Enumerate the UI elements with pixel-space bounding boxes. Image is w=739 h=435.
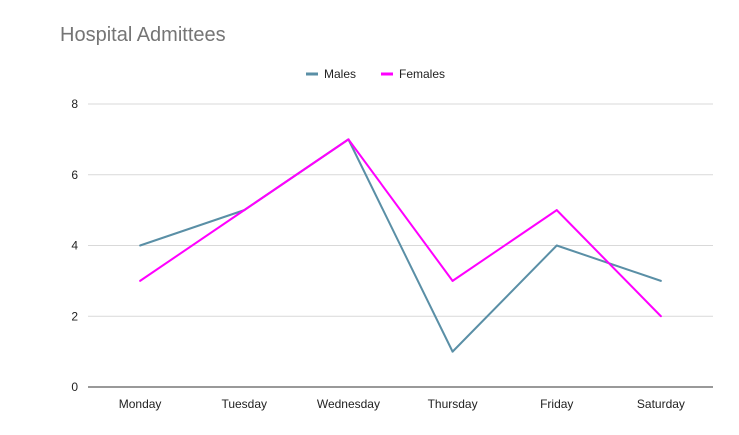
data-point-males xyxy=(451,350,454,353)
x-tick-label: Friday xyxy=(540,397,573,411)
data-point-males xyxy=(659,279,662,282)
data-point-females xyxy=(139,279,142,282)
data-point-males xyxy=(139,244,142,247)
legend-label: Males xyxy=(324,67,356,81)
data-point-females xyxy=(555,209,558,212)
chart-title: Hospital Admittees xyxy=(60,24,226,46)
x-tick-label: Wednesday xyxy=(317,397,380,411)
x-tick-label: Saturday xyxy=(637,397,685,411)
y-tick-label: 6 xyxy=(71,168,78,182)
data-point-females xyxy=(243,209,246,212)
x-tick-label: Thursday xyxy=(428,397,478,411)
x-tick-label: Monday xyxy=(119,397,162,411)
y-tick-label: 0 xyxy=(71,380,78,394)
legend-item-females[interactable]: Females xyxy=(381,67,445,81)
data-point-females xyxy=(451,279,454,282)
y-tick-label: 8 xyxy=(71,97,78,111)
series-lines xyxy=(139,138,662,353)
series-line-males xyxy=(139,138,662,353)
data-point-males xyxy=(555,244,558,247)
y-tick-label: 4 xyxy=(71,239,78,253)
y-tick-label: 2 xyxy=(71,309,78,323)
data-point-females xyxy=(659,315,662,318)
series-line-females xyxy=(139,138,662,317)
legend-label: Females xyxy=(399,67,445,81)
data-point-females xyxy=(347,138,350,141)
x-tick-label: Tuesday xyxy=(221,397,267,411)
legend-item-males[interactable]: Males xyxy=(306,67,356,81)
legend: Males Females xyxy=(306,67,445,81)
axes: 0 2 4 6 8 Monday Tuesday Wednesday Thursday Frida… xyxy=(71,97,713,411)
